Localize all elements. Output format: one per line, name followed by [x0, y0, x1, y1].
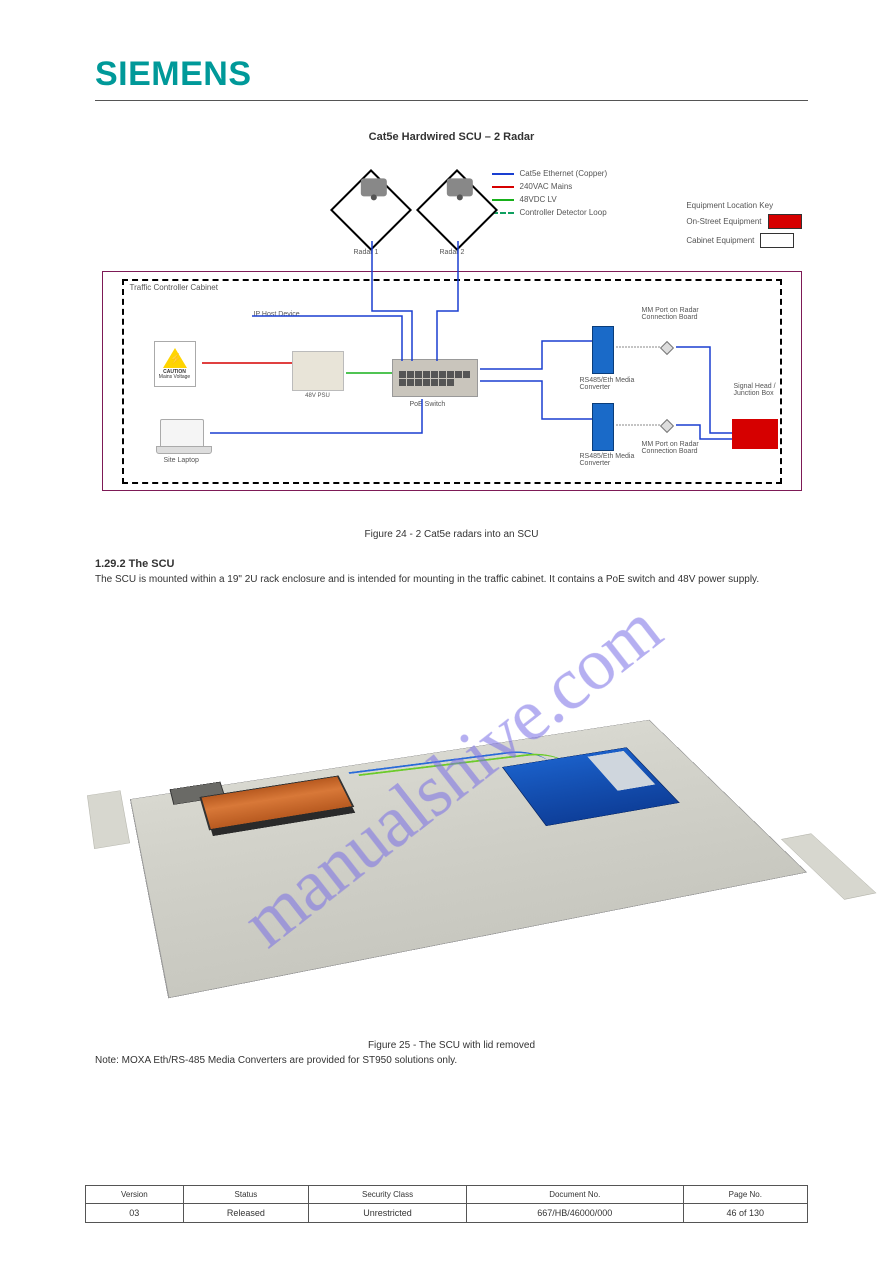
footer-hdr-docno: Document No.	[466, 1186, 683, 1204]
ip-host-label: IP Host Device	[254, 311, 300, 318]
footer-hdr-version: Version	[86, 1186, 184, 1204]
laptop-icon	[160, 419, 204, 449]
mm-port-1-icon	[662, 343, 672, 353]
radar-1-icon	[342, 181, 400, 239]
legend-mains: 240VAC Mains	[520, 182, 573, 191]
psu-label: 48V PSU	[305, 393, 330, 400]
signal-junction-icon	[732, 419, 778, 449]
radar-2-label: Radar 2	[440, 249, 465, 256]
media-converter-1-icon	[592, 326, 614, 374]
footer-hdr-security: Security Class	[309, 1186, 467, 1204]
note-text: Note: MOXA Eth/RS-485 Media Converters a…	[95, 1055, 808, 1066]
footer-table: Version Status Security Class Document N…	[85, 1185, 808, 1223]
poe-switch-label: PoE Switch	[410, 401, 446, 408]
footer-val-page: 46 of 130	[683, 1204, 807, 1223]
media-converter-2-label: RS485/Eth Media Converter	[580, 453, 640, 467]
media-converter-1-label: RS485/Eth Media Converter	[580, 377, 640, 391]
mm-port-2-label: MM Port on Radar Connection Board	[642, 441, 700, 455]
footer-val-docno: 667/HB/46000/000	[466, 1204, 683, 1223]
header-rule	[95, 100, 808, 101]
footer-val-status: Released	[183, 1204, 309, 1223]
section-heading: 1.29.2 The SCU	[95, 558, 808, 570]
mm-port-1-label: MM Port on Radar Connection Board	[642, 307, 700, 321]
location-legend: Equipment Location Key On-Street Equipme…	[686, 201, 801, 252]
footer-hdr-page: Page No.	[683, 1186, 807, 1204]
laptop-label: Site Laptop	[164, 457, 199, 464]
section-body: The SCU is mounted within a 19" 2U rack …	[95, 573, 808, 586]
legend-lvdc: 48VDC LV	[520, 195, 557, 204]
legend-onstreet: On-Street Equipment	[686, 217, 761, 226]
radar-1-label: Radar 1	[354, 249, 379, 256]
cabinet-label: Traffic Controller Cabinet	[130, 283, 218, 292]
wire-legend: Cat5e Ethernet (Copper) 240VAC Mains 48V…	[492, 169, 608, 221]
poe-switch-icon	[392, 359, 478, 397]
legend-ethernet: Cat5e Ethernet (Copper)	[520, 169, 608, 178]
legend-cabinet: Cabinet Equipment	[686, 236, 754, 245]
photo-caption: Figure 25 - The SCU with lid removed	[95, 1040, 808, 1051]
radar-2-icon	[428, 181, 486, 239]
diagram-caption: Figure 24 - 2 Cat5e radars into an SCU	[95, 529, 808, 540]
legend-loop: Controller Detector Loop	[520, 208, 607, 217]
footer-hdr-status: Status	[183, 1186, 309, 1204]
footer-val-security: Unrestricted	[309, 1204, 467, 1223]
location-legend-title: Equipment Location Key	[686, 201, 801, 210]
mm-port-2-icon	[662, 421, 672, 431]
footer-val-version: 03	[86, 1204, 184, 1223]
signal-junction-label: Signal Head / Junction Box	[734, 383, 782, 397]
system-diagram: Cat5e Ethernet (Copper) 240VAC Mains 48V…	[102, 151, 802, 521]
media-converter-2-icon	[592, 403, 614, 451]
psu-icon: 48V PSU	[292, 351, 344, 400]
product-photo: manualshive.com	[122, 604, 782, 1034]
brand-logo: SIEMENS	[95, 55, 808, 94]
diagram-title: Cat5e Hardwired SCU – 2 Radar	[95, 131, 808, 143]
mains-caution-icon: CAUTIONMains Voltage	[154, 341, 196, 387]
